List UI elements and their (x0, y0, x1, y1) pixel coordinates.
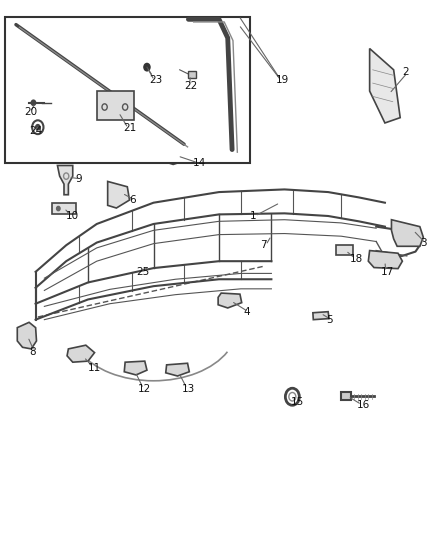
Bar (52, 203, 76, 214)
Bar (336, 245, 353, 255)
Polygon shape (67, 345, 95, 362)
Text: 9: 9 (75, 174, 81, 184)
Bar (5, 17, 250, 163)
Text: 25: 25 (136, 267, 149, 277)
Polygon shape (57, 165, 73, 195)
Text: 21: 21 (123, 123, 136, 133)
Text: 14: 14 (193, 158, 206, 168)
Text: 8: 8 (29, 346, 36, 357)
Text: 13: 13 (182, 384, 195, 394)
Text: 7: 7 (261, 240, 267, 250)
Polygon shape (368, 251, 403, 269)
Text: 4: 4 (243, 306, 250, 317)
Polygon shape (108, 181, 130, 208)
Polygon shape (17, 322, 36, 349)
Bar (188, 71, 196, 78)
Polygon shape (370, 49, 400, 123)
Bar (341, 392, 351, 400)
Polygon shape (313, 312, 329, 320)
Polygon shape (218, 293, 242, 308)
Text: 19: 19 (276, 76, 289, 85)
Polygon shape (124, 361, 147, 375)
Circle shape (144, 63, 150, 71)
Text: 18: 18 (350, 254, 363, 263)
Text: 20: 20 (25, 107, 38, 117)
Text: 11: 11 (88, 362, 101, 373)
Text: 17: 17 (381, 267, 394, 277)
Text: 12: 12 (138, 384, 152, 394)
Text: 15: 15 (291, 397, 304, 407)
Circle shape (31, 100, 35, 106)
Text: 23: 23 (149, 76, 162, 85)
Text: 2: 2 (403, 68, 409, 77)
Text: 10: 10 (66, 211, 79, 221)
Bar (97, 91, 134, 120)
Polygon shape (392, 220, 424, 246)
Text: 6: 6 (130, 195, 136, 205)
Text: 24: 24 (29, 126, 42, 136)
Text: 1: 1 (250, 211, 256, 221)
Text: 22: 22 (184, 81, 198, 91)
Polygon shape (166, 364, 189, 376)
Polygon shape (160, 150, 188, 165)
Text: 3: 3 (420, 238, 427, 247)
Circle shape (35, 125, 40, 130)
Circle shape (57, 206, 60, 211)
Text: 16: 16 (357, 400, 370, 410)
Text: 5: 5 (326, 314, 332, 325)
